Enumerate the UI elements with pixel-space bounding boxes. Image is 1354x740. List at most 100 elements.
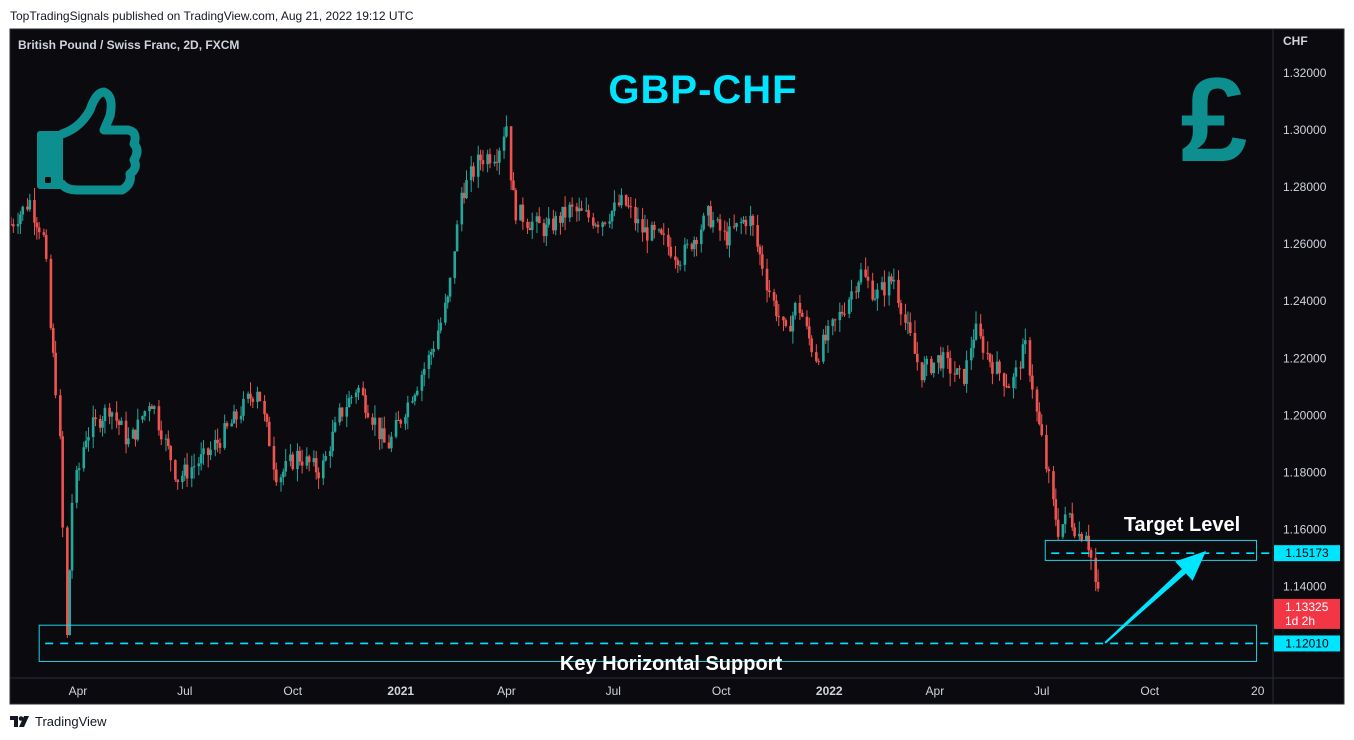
candle-body	[378, 417, 381, 440]
candle	[1056, 508, 1060, 540]
candle-body	[765, 268, 769, 291]
candle	[192, 453, 196, 479]
candle-body	[239, 415, 243, 420]
candle-body	[383, 428, 386, 443]
candle	[718, 214, 722, 241]
candle	[941, 347, 945, 378]
candle	[218, 438, 222, 454]
candle	[331, 419, 334, 457]
candle-body	[1028, 340, 1032, 376]
candle	[662, 223, 666, 246]
candle	[570, 197, 574, 218]
candle-body	[1094, 557, 1098, 583]
candle-body	[685, 243, 689, 245]
candle-body	[789, 325, 792, 332]
candle-body	[883, 282, 886, 296]
candle-body	[131, 429, 135, 439]
candle-body	[44, 234, 48, 259]
candle-body	[739, 221, 743, 224]
candle	[596, 221, 600, 234]
candle-body	[103, 407, 107, 422]
candle	[709, 200, 712, 229]
candle-body	[84, 440, 88, 448]
candle	[892, 268, 896, 290]
candle	[298, 446, 302, 466]
candle-body	[965, 360, 968, 384]
candle-body	[218, 443, 222, 448]
candle-body	[338, 407, 342, 423]
candle	[634, 198, 637, 231]
price-tick-label: 1.24000	[1283, 294, 1327, 308]
candle-body	[751, 215, 755, 226]
candle	[167, 430, 170, 450]
candle-body	[361, 387, 365, 396]
candle	[199, 442, 203, 471]
candle-body	[167, 438, 170, 447]
candle-body	[854, 291, 858, 293]
candle-body	[267, 421, 271, 447]
candle	[1089, 547, 1093, 570]
candle-body	[847, 299, 851, 314]
candle	[735, 222, 738, 232]
candle-body	[19, 214, 22, 224]
candle-body	[176, 479, 180, 483]
candle-body	[199, 454, 203, 464]
candle-body	[185, 464, 189, 479]
candle-body	[275, 469, 278, 483]
candle-body	[68, 570, 71, 635]
time-axis[interactable]: Apr Jul Oct 2021 Apr Jul Oct 2022 Apr Jul Oct 20	[69, 684, 1265, 698]
candle-body	[263, 400, 266, 415]
candle-body	[772, 292, 776, 301]
candle	[972, 329, 975, 358]
candle-body	[793, 302, 797, 316]
candle	[965, 350, 968, 393]
candle-body	[735, 223, 738, 227]
candle	[1045, 424, 1048, 473]
candle-body	[12, 224, 15, 227]
candle-body	[838, 311, 842, 321]
candle	[66, 525, 69, 638]
candle-body	[692, 239, 696, 250]
candle	[986, 341, 990, 360]
candle-body	[94, 417, 97, 419]
candle	[676, 257, 680, 273]
candle	[920, 362, 924, 388]
time-tick-label: Oct	[1140, 684, 1159, 698]
candle	[756, 214, 759, 253]
candle-body	[624, 195, 628, 206]
time-tick-label: Oct	[712, 684, 731, 698]
candle	[437, 319, 440, 351]
footer-brand[interactable]: TradingView	[10, 714, 107, 729]
candle	[469, 156, 473, 193]
candle	[695, 237, 698, 257]
currency-label: CHF	[1283, 34, 1308, 48]
publish-header: TopTradingSignals published on TradingVi…	[10, 9, 414, 23]
candle	[486, 149, 489, 173]
candle-body	[810, 338, 813, 353]
candle	[42, 228, 46, 238]
candle	[587, 204, 590, 223]
candle	[521, 197, 525, 230]
candle-body	[427, 354, 431, 369]
candle	[206, 447, 210, 468]
candle-body	[413, 395, 417, 402]
candle	[594, 222, 597, 228]
candle	[641, 207, 644, 242]
candle	[404, 413, 407, 431]
level-price-tag-text: 1.12010	[1285, 636, 1329, 650]
candle-body	[115, 412, 118, 421]
candle	[415, 386, 419, 397]
candle-body	[272, 446, 276, 470]
chart-title: GBP-CHF	[608, 68, 797, 112]
candle-body	[526, 221, 529, 228]
candle-body	[230, 423, 234, 427]
candle	[498, 147, 501, 175]
candle	[502, 127, 506, 159]
candle	[739, 217, 743, 235]
candle-body	[699, 229, 703, 245]
candle	[505, 115, 508, 138]
candle	[279, 474, 283, 492]
price-axis[interactable]: 1.32000 1.30000 1.28000 1.26000 1.24000 1.220…	[1283, 66, 1327, 594]
candle	[373, 405, 377, 436]
